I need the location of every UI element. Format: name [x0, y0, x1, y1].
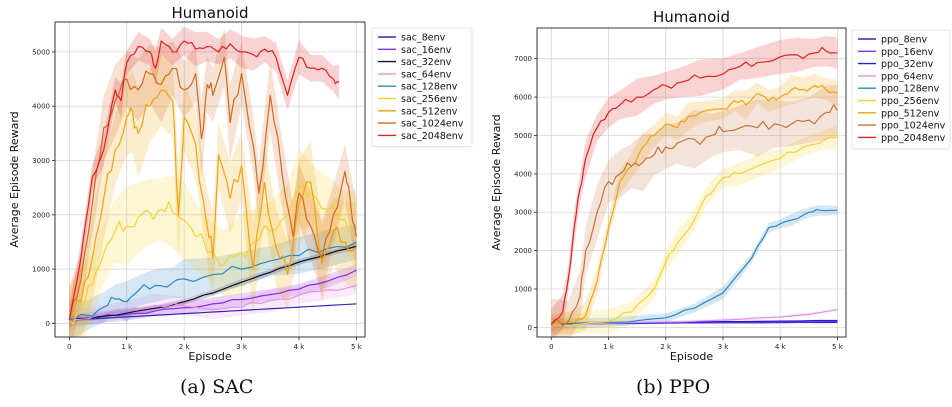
band-ppo_2048env [551, 35, 838, 337]
series-line-ppo_64env [551, 309, 838, 325]
x-tick-label: 1 k [121, 343, 133, 351]
x-tick-label: 3 k [236, 343, 248, 351]
y-tick-label: 3000 [514, 209, 532, 217]
x-tick-label: 0 [549, 343, 553, 351]
legend-label: sac_512env [401, 106, 458, 117]
series-line-ppo_1024env [550, 104, 838, 327]
series-line-sac_256env [68, 183, 357, 325]
legend-label: sac_32env [401, 57, 452, 68]
y-tick-label: 0 [528, 324, 532, 332]
series-line-ppo_512env [551, 84, 838, 325]
x-tick-label: 2 k [179, 343, 191, 351]
legend-label: ppo_512env [881, 108, 940, 119]
y-tick-label: 2000 [514, 247, 532, 255]
series-line-ppo_256env [551, 136, 838, 327]
series-line-sac_512env [68, 89, 357, 321]
legend-label: ppo_8env [881, 35, 928, 46]
y-tick-label: 3000 [32, 157, 50, 165]
x-tick-label: 0 [67, 343, 71, 351]
y-axis-label: Average Episode Reward [8, 111, 21, 247]
y-tick-label: 2000 [32, 211, 50, 219]
x-tick-label: 3 k [718, 343, 730, 351]
x-tick-label: 1 k [603, 343, 615, 351]
series-line-ppo_2048env [550, 46, 838, 325]
band-sac_512env [69, 53, 357, 337]
y-tick-label: 1000 [32, 266, 50, 274]
y-tick-label: 7000 [514, 55, 532, 63]
legend-label: sac_256env [401, 94, 458, 105]
series-line-sac_64env [69, 284, 357, 321]
legend-label: ppo_32env [881, 59, 934, 70]
y-tick-label: 1000 [514, 286, 532, 294]
series-line-sac_32env [69, 245, 357, 321]
band-sac_256env [69, 149, 357, 337]
legend-label: ppo_256env [881, 96, 940, 107]
y-axis-label: Average Episode Reward [490, 114, 503, 250]
y-tick-label: 4000 [514, 170, 532, 178]
legend-label: ppo_2048env [881, 133, 946, 144]
band-ppo_128env [551, 205, 838, 331]
y-tick-label: 0 [46, 320, 50, 328]
band-sac_128env [69, 224, 357, 337]
plot-frame [536, 27, 847, 338]
x-tick-label: 5 k [351, 343, 363, 351]
legend-label: sac_8env [401, 33, 446, 44]
band-ppo_1024env [551, 84, 838, 337]
y-tick-label: 6000 [514, 94, 532, 102]
band-ppo_256env [551, 125, 838, 335]
plot-area [68, 26, 357, 337]
x-axis-label: Episode [188, 350, 231, 363]
series-line-ppo_128env [551, 208, 838, 325]
y-tick-label: 5000 [32, 48, 50, 56]
legend-label: sac_2048env [401, 131, 464, 142]
series-line-sac_8env [69, 303, 357, 321]
x-tick-label: 4 k [294, 343, 306, 351]
caption-sac: (a) SAC [180, 376, 254, 398]
x-tick-label: 5 k [832, 343, 844, 351]
legend-label: sac_1024env [401, 119, 464, 130]
chart-title: Humanoid [653, 8, 730, 26]
caption-ppo: (b) PPO [636, 376, 711, 398]
band-sac_1024env [69, 28, 357, 337]
legend-box [851, 29, 951, 150]
legend-label: ppo_16env [881, 47, 934, 58]
plot-frame [54, 21, 366, 338]
legend-label: sac_128env [401, 82, 458, 93]
legend-label: ppo_64env [881, 71, 934, 82]
x-axis-label: Episode [670, 350, 713, 363]
series-line-sac_1024env [68, 56, 357, 321]
legend-box [371, 27, 473, 148]
x-tick-label: 2 k [660, 343, 672, 351]
plot-area [550, 35, 838, 337]
chart-title: Humanoid [172, 4, 249, 22]
chart-ppo: 0 1 k 2 k 3 k 4 k 5 k 0 1000 2000 3000 4000 5000 600… [490, 8, 951, 363]
x-tick-label: 4 k [775, 343, 787, 351]
series-line-sac_128env [69, 241, 357, 321]
band-ppo_512env [551, 73, 838, 335]
series-line-sac_2048env [68, 40, 340, 321]
band-sac_2048env [69, 26, 340, 335]
y-tick-label: 4000 [32, 103, 50, 111]
legend-label: sac_64env [401, 69, 452, 80]
legend-label: ppo_1024env [881, 121, 946, 132]
legend-label: ppo_128env [881, 84, 940, 95]
chart-sac: 0 1 k 2 k 3 k 4 k 5 k 0 1000 2000 3000 4000 5000 Hum… [8, 4, 473, 363]
y-tick-label: 5000 [514, 132, 532, 140]
legend-label: sac_16env [401, 45, 452, 56]
